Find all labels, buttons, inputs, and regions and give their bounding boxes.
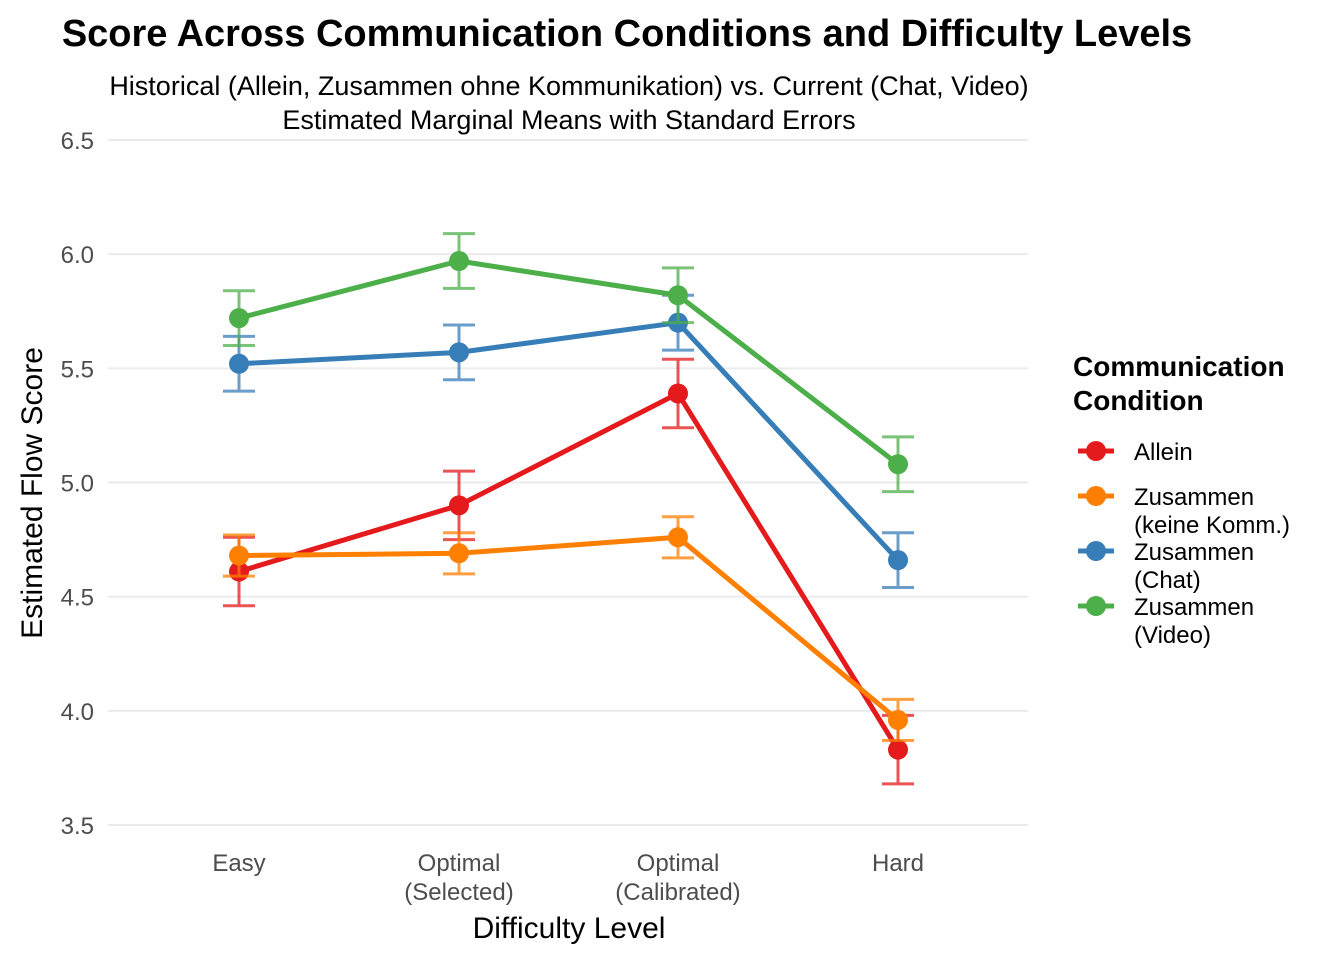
data-point: [888, 454, 908, 475]
data-point: [229, 545, 249, 566]
legend-title-line-2: Condition: [1073, 385, 1204, 416]
data-point: [888, 739, 908, 760]
data-point: [888, 709, 908, 730]
legend-title-line-1: Communication: [1073, 351, 1285, 382]
x-tick-label: Hard: [872, 850, 924, 877]
legend-label-line: (keine Komm.): [1134, 512, 1290, 539]
y-tick-label: 3.5: [61, 813, 94, 840]
x-tick-label: Easy: [212, 850, 265, 877]
data-point: [888, 550, 908, 571]
data-point: [229, 308, 249, 329]
legend-label-line: (Chat): [1134, 567, 1201, 594]
x-tick-label-line: (Selected): [404, 879, 513, 906]
series-line: [238, 534, 900, 722]
legend-key-point: [1086, 441, 1106, 461]
legend-label-line: (Video): [1134, 622, 1211, 649]
y-axis-ticks: 3.5 4.0 4.5 5.0 5.5 6.0 6.5: [61, 128, 94, 840]
legend-label-line: Zusammen: [1134, 484, 1254, 511]
data-point: [449, 342, 469, 363]
x-tick-label-line: Optimal: [637, 850, 720, 877]
x-tick-label-line: Hard: [872, 850, 924, 877]
chart-subtitle-line-2: Estimated Marginal Means with Standard E…: [282, 105, 855, 135]
data-point: [449, 495, 469, 516]
legend-key-point: [1086, 541, 1106, 561]
data-series: [223, 232, 914, 786]
x-axis-title: Difficulty Level: [473, 912, 666, 945]
data-point: [668, 527, 688, 548]
legend-label: Zusammen (Chat): [1134, 539, 1254, 594]
legend-label: Zusammen (keine Komm.): [1134, 484, 1290, 539]
legend-label-line: Allein: [1134, 439, 1193, 466]
x-tick-label-line: Easy: [212, 850, 265, 877]
legend-label-line: Zusammen: [1134, 594, 1254, 621]
data-point: [449, 543, 469, 564]
legend-label-line: Zusammen: [1134, 539, 1254, 566]
chart-title: Score Across Communication Conditions an…: [62, 13, 1192, 55]
x-tick-label-line: (Calibrated): [615, 879, 740, 906]
y-tick-label: 4.0: [61, 699, 94, 726]
legend-key-point: [1086, 596, 1106, 616]
series: [223, 232, 914, 494]
data-point: [668, 285, 688, 306]
y-axis-title: Estimated Flow Score: [16, 347, 49, 639]
series-line: [238, 258, 900, 467]
data-point: [449, 251, 469, 272]
legend-key-point: [1086, 486, 1106, 506]
x-tick-label-line: Optimal: [418, 850, 501, 877]
series-line: [238, 390, 901, 751]
y-tick-label: 6.5: [61, 128, 94, 155]
data-point: [668, 383, 688, 404]
y-tick-label: 5.0: [61, 471, 94, 498]
x-axis-ticks: Easy Optimal (Selected)Optimal (Calibrated)…: [212, 850, 924, 906]
series: [223, 515, 914, 743]
x-tick-label: Optimal (Selected): [404, 850, 513, 906]
series: [223, 357, 914, 786]
data-point: [229, 353, 249, 374]
x-tick-label: Optimal (Calibrated): [615, 850, 740, 906]
legend-label: Allein: [1134, 439, 1193, 466]
y-tick-label: 6.0: [61, 242, 94, 269]
y-tick-label: 5.5: [61, 356, 94, 383]
legend-label: Zusammen (Video): [1134, 594, 1254, 649]
chart-subtitle-line-1: Historical (Allein, Zusammen ohne Kommun…: [109, 71, 1028, 101]
series-line: [238, 320, 900, 562]
y-tick-label: 4.5: [61, 585, 94, 612]
gridlines: [108, 139, 1028, 826]
